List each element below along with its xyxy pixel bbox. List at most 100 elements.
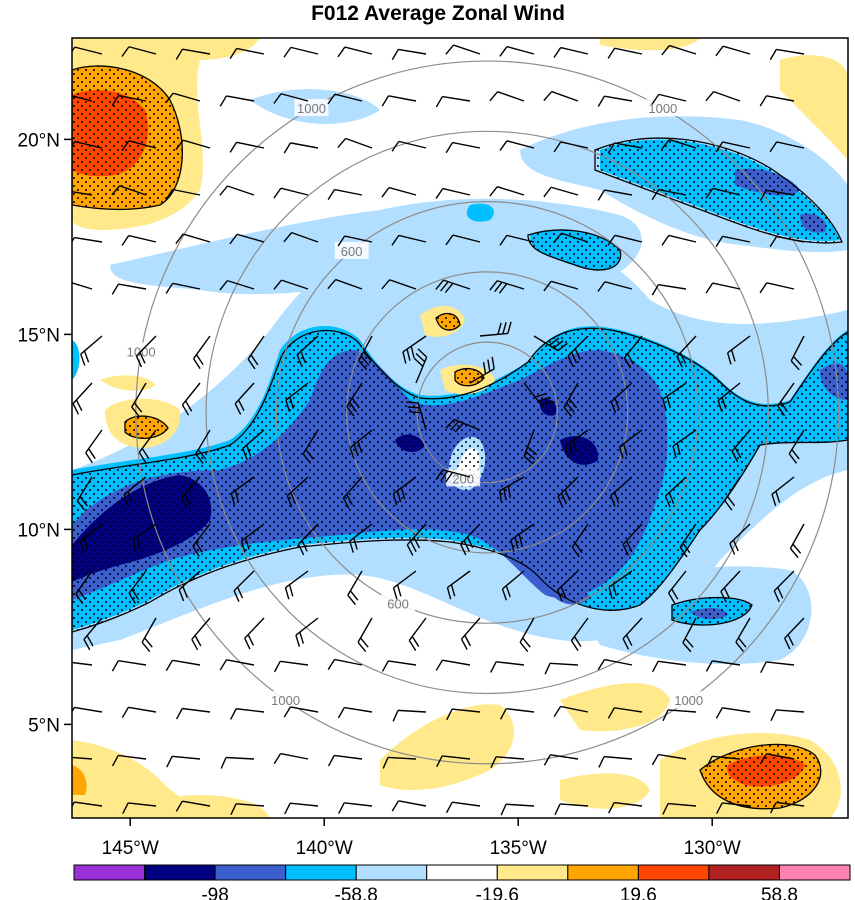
wind-barb [219, 95, 255, 107]
wind-barb [672, 429, 697, 458]
wind-barb [479, 321, 512, 337]
wind-barb [122, 802, 157, 814]
wind-barb [445, 234, 481, 246]
wind-barb [724, 476, 741, 511]
wind-barb [138, 429, 157, 463]
wind-barb [720, 570, 741, 603]
wind-barb [327, 754, 363, 767]
wind-barb [244, 617, 265, 650]
wind-barb [72, 706, 103, 713]
wind-barb [165, 282, 201, 294]
colorbar-swatch [708, 864, 780, 881]
wind-barb [715, 141, 751, 153]
wind-barb [175, 233, 211, 245]
colorbar-swatch [214, 864, 287, 881]
wind-barb [381, 95, 417, 107]
wind-barb [500, 803, 535, 816]
wind-barb [556, 570, 579, 602]
plot-frame [71, 37, 849, 819]
ring-label: 1000 [271, 693, 300, 708]
wind-barb [327, 93, 363, 105]
wind-barb [382, 756, 417, 769]
wind-barb [111, 754, 147, 767]
wind-barb [490, 756, 525, 768]
wind-barb [499, 45, 535, 57]
wind-barb [79, 523, 103, 554]
x-tick-label: 140°W [296, 838, 353, 859]
wind-barb [283, 142, 319, 154]
wind-barb [715, 707, 751, 719]
ring-label: 1000 [297, 101, 326, 116]
wind-barb [445, 418, 481, 433]
wind-barb [731, 429, 751, 463]
wind-barb [295, 617, 319, 647]
wind-barb [349, 429, 373, 460]
wind-barb [72, 382, 93, 415]
wind-barb [230, 476, 255, 506]
wind-barb [72, 190, 93, 196]
wind-barb [75, 570, 93, 605]
wind-barb [408, 617, 427, 651]
ring-label-bg [671, 691, 706, 709]
colorbar-swatch [778, 864, 851, 881]
wind-barb [436, 755, 471, 767]
wind-barb [121, 46, 157, 57]
colorbar-swatch [73, 864, 146, 881]
wind-barb [406, 401, 427, 431]
wind-barb [337, 235, 373, 247]
wind-barb [406, 523, 427, 556]
x-tick-label: 130°W [684, 838, 741, 859]
wind-barb [490, 661, 525, 673]
wind-barb [543, 754, 579, 766]
wind-barb [83, 617, 103, 651]
wind-barb [446, 570, 471, 600]
wind-barb [790, 335, 805, 371]
wind-barb [195, 429, 211, 464]
ring-label-bg [268, 691, 303, 709]
wind-barb [72, 140, 103, 149]
y-axis: 20°N 15°N 10°N 5°N [18, 130, 72, 736]
wind-barb [283, 706, 319, 718]
wind-barb [273, 93, 309, 104]
wind-barb [662, 709, 697, 722]
wind-barb [769, 48, 805, 61]
wind-barb [705, 90, 741, 102]
wind-barb [175, 707, 211, 720]
wind-barb [273, 279, 309, 290]
wind-barb [391, 48, 427, 61]
wind-barb [489, 91, 525, 102]
wind-barb [735, 617, 751, 652]
wind-barb [285, 382, 309, 412]
wind-barb [597, 281, 633, 292]
wind-barb [181, 382, 201, 416]
wind-barb [607, 234, 643, 246]
wind-barb [469, 356, 495, 384]
wind-barb [460, 523, 481, 556]
y-tick-label: 20°N [18, 130, 60, 151]
wind-barb [773, 570, 795, 603]
wind-barb [667, 570, 687, 604]
wind-barb [121, 234, 157, 246]
wind-barb [769, 801, 805, 814]
wind-barb [598, 755, 633, 768]
wind-barb [622, 617, 643, 650]
ring-label: 600 [341, 244, 363, 259]
colorbar-swatch [637, 864, 710, 881]
colorbar-swatch [144, 864, 216, 881]
wind-barb [121, 706, 157, 719]
wind-barb [141, 617, 157, 653]
wind-barb [498, 476, 525, 503]
wind-barb [165, 188, 201, 201]
wind-barb [597, 189, 633, 201]
ring-label-bg [334, 241, 369, 259]
ring-label: 200 [452, 471, 474, 486]
wind-barb [553, 46, 589, 58]
wind-barb [381, 186, 417, 198]
wind-barb [489, 280, 525, 294]
wind-barb [175, 139, 211, 151]
wind-barb [219, 185, 255, 196]
wind-barb [435, 279, 471, 294]
wind-barb [705, 660, 741, 672]
wind-barb [500, 707, 535, 720]
wind-barb [570, 617, 589, 652]
